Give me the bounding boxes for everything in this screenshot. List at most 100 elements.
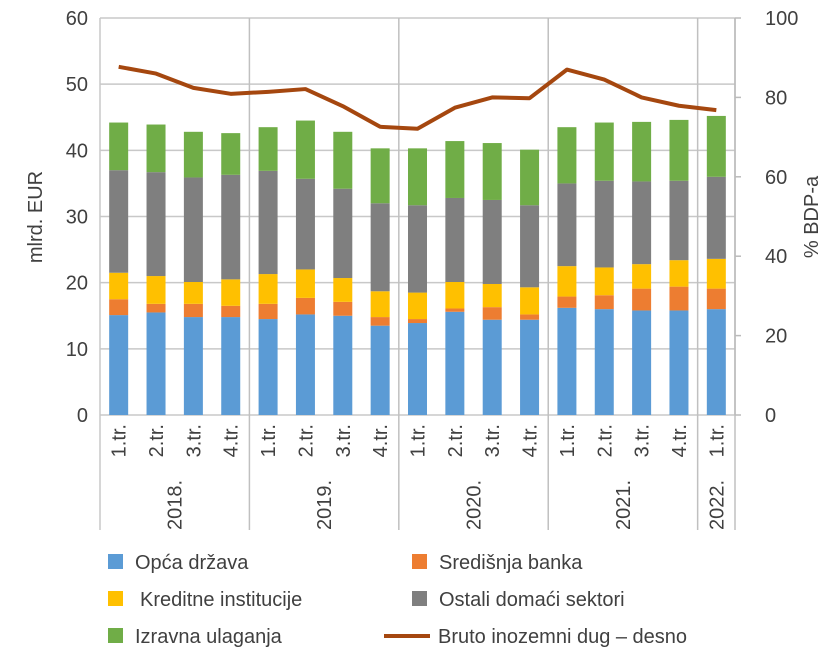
y-tick-label: 30 xyxy=(66,207,88,229)
category-label: 1.tr. xyxy=(706,424,728,457)
bar-segment-ostali-doma-i-sektori xyxy=(706,176,726,259)
bar-segment-kreditne-institucije xyxy=(183,282,203,304)
y-axis-label: mlrd. EUR xyxy=(25,171,47,263)
year-label: 2022. xyxy=(706,480,728,530)
bar-segment-kreditne-institucije xyxy=(632,264,652,289)
category-label: 1.tr. xyxy=(258,424,280,457)
bar-segment-ostali-doma-i-sektori xyxy=(557,183,577,267)
bar-segment-ostali-doma-i-sektori xyxy=(520,205,540,288)
legend-label: Opća država xyxy=(135,552,249,574)
category-label: 3.tr. xyxy=(333,424,355,457)
category-label: 2.tr. xyxy=(146,424,168,457)
y2-tick-label: 0 xyxy=(765,405,776,427)
bars xyxy=(109,115,726,415)
bar-segment-kreditne-institucije xyxy=(669,260,689,287)
y-tick-label: 40 xyxy=(66,140,88,162)
bar-segment-ostali-doma-i-sektori xyxy=(146,172,166,277)
year-label: 2020. xyxy=(464,480,486,530)
category-label: 3.tr. xyxy=(632,424,654,457)
bar-segment-izravna-ulaganja xyxy=(109,122,129,171)
bar-segment-kreditne-institucije xyxy=(146,276,166,304)
bar-segment-ostali-doma-i-sektori xyxy=(669,180,689,261)
y2-tick-label: 100 xyxy=(765,8,798,30)
bar-segment-izravna-ulaganja xyxy=(183,131,203,178)
bar-segment-izravna-ulaganja xyxy=(706,115,726,177)
bar-segment-sredi-nja-banka xyxy=(146,303,166,313)
bar-segment-izravna-ulaganja xyxy=(146,124,166,173)
bar-segment-ostali-doma-i-sektori xyxy=(632,181,652,265)
bar-segment-op-a-dr-ava xyxy=(258,319,278,415)
bar-segment-sredi-nja-banka xyxy=(669,286,689,311)
bar-segment-ostali-doma-i-sektori xyxy=(183,177,203,283)
legend-swatch xyxy=(412,591,427,606)
legend-swatch xyxy=(108,628,123,643)
bar-segment-sredi-nja-banka xyxy=(408,319,427,324)
bar-segment-op-a-dr-ava xyxy=(109,315,129,415)
legend-swatch xyxy=(108,554,123,569)
bar-segment-op-a-dr-ava xyxy=(370,325,390,415)
y2-tick-label: 60 xyxy=(765,167,787,189)
legend-label: Bruto inozemni dug – desno xyxy=(438,626,687,648)
bar-segment-kreditne-institucije xyxy=(557,266,577,297)
category-label: 2.tr. xyxy=(445,424,467,457)
category-label: 4.tr. xyxy=(221,424,243,457)
bar-segment-sredi-nja-banka xyxy=(557,296,577,308)
bar-segment-op-a-dr-ava xyxy=(594,309,614,415)
line-bruto-inozemni-dug xyxy=(118,64,717,131)
bar-segment-sredi-nja-banka xyxy=(333,301,353,316)
bar-segment-kreditne-institucije xyxy=(408,292,427,320)
bar-segment-kreditne-institucije xyxy=(520,287,540,315)
bar-segment-izravna-ulaganja xyxy=(221,133,241,175)
category-label: 1.tr. xyxy=(557,424,579,457)
bar-segment-op-a-dr-ava xyxy=(408,323,427,415)
bar-segment-sredi-nja-banka xyxy=(632,288,652,311)
axes: 0 10 20 30 40 50 60 0 20 40 60 80 100 2018. 2019. 2020.… xyxy=(66,8,798,530)
y-tick-label: 20 xyxy=(66,273,88,295)
bar-segment-sredi-nja-banka xyxy=(482,307,502,320)
bar-segment-op-a-dr-ava xyxy=(520,319,540,415)
bar-segment-op-a-dr-ava xyxy=(482,319,502,415)
bar-segment-kreditne-institucije xyxy=(706,258,726,289)
bar-segment-ostali-doma-i-sektori xyxy=(408,205,427,293)
y2-axis-label: % BDP-a xyxy=(801,175,823,258)
bar-segment-op-a-dr-ava xyxy=(295,314,315,415)
legend-label: Središnja banka xyxy=(439,552,583,574)
bar-segment-izravna-ulaganja xyxy=(520,149,540,206)
bar-segment-ostali-doma-i-sektori xyxy=(594,180,614,268)
bar-segment-sredi-nja-banka xyxy=(594,295,614,310)
bar-segment-sredi-nja-banka xyxy=(258,303,278,320)
bar-segment-ostali-doma-i-sektori xyxy=(370,203,390,292)
bar-segment-izravna-ulaganja xyxy=(557,127,577,184)
bar-segment-sredi-nja-banka xyxy=(445,308,465,312)
bar-segment-izravna-ulaganja xyxy=(482,143,502,200)
bar-segment-izravna-ulaganja xyxy=(295,120,315,179)
bar-segment-izravna-ulaganja xyxy=(258,127,278,171)
bar-segment-izravna-ulaganja xyxy=(669,119,689,181)
bar-segment-op-a-dr-ava xyxy=(183,317,203,415)
bar-segment-kreditne-institucije xyxy=(482,283,502,308)
category-label: 3.tr. xyxy=(183,424,205,457)
bar-segment-kreditne-institucije xyxy=(221,279,241,306)
legend-label: Ostali domaći sektori xyxy=(439,589,625,611)
bar-segment-sredi-nja-banka xyxy=(295,297,315,315)
legend-label: Kreditne institucije xyxy=(140,589,302,611)
category-label: 4.tr. xyxy=(669,424,691,457)
bar-segment-kreditne-institucije xyxy=(594,267,614,296)
bar-segment-sredi-nja-banka xyxy=(520,314,540,320)
bar-segment-sredi-nja-banka xyxy=(370,317,390,326)
bar-segment-sredi-nja-banka xyxy=(109,299,129,316)
bar-segment-sredi-nja-banka xyxy=(221,305,241,318)
bar-segment-sredi-nja-banka xyxy=(183,303,203,318)
legend-label: Izravna ulaganja xyxy=(135,626,283,648)
y-tick-label: 50 xyxy=(66,74,88,96)
category-label: 2.tr. xyxy=(295,424,317,457)
bar-segment-op-a-dr-ava xyxy=(221,317,241,415)
bar-segment-izravna-ulaganja xyxy=(632,121,652,182)
bar-segment-ostali-doma-i-sektori xyxy=(295,178,315,270)
bar-segment-izravna-ulaganja xyxy=(333,131,353,189)
year-label: 2021. xyxy=(613,480,635,530)
legend-swatch xyxy=(412,554,427,569)
category-label: 1.tr. xyxy=(408,424,430,457)
bar-segment-kreditne-institucije xyxy=(109,272,129,300)
